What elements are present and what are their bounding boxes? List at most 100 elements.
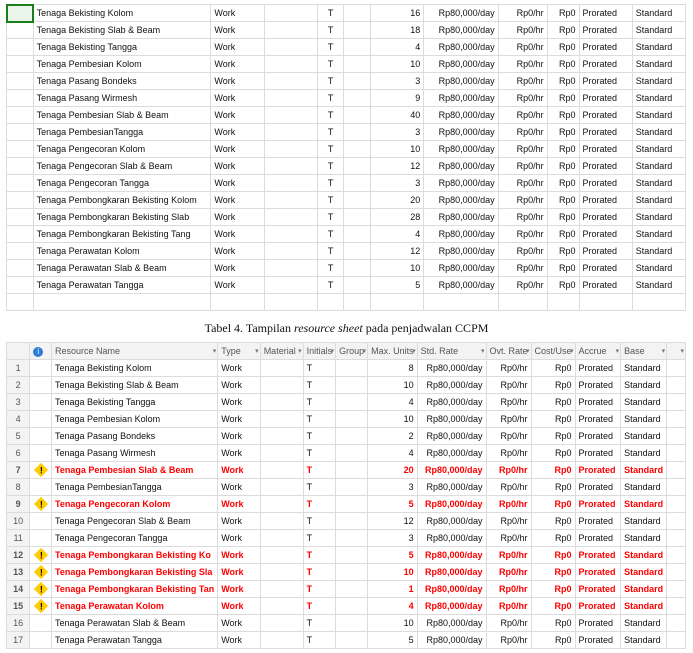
accrue-cell[interactable]: Prorated	[579, 226, 632, 243]
empty-cell[interactable]	[579, 294, 632, 311]
group-cell[interactable]	[336, 428, 368, 445]
initials-cell[interactable]: T	[317, 243, 344, 260]
table-row[interactable]: 11Tenaga Pengecoran TanggaWorkT3Rp80,000…	[7, 530, 686, 547]
initials-cell[interactable]: T	[317, 73, 344, 90]
group-cell[interactable]	[344, 277, 371, 294]
cost-use-cell[interactable]: Rp0	[547, 260, 579, 277]
accrue-cell[interactable]: Prorated	[579, 141, 632, 158]
type-cell[interactable]: Work	[218, 462, 260, 479]
col-header[interactable]: Ovt. Rate▾	[486, 343, 531, 360]
std-rate-cell[interactable]: Rp80,000/day	[424, 243, 498, 260]
row-number[interactable]: 5	[7, 428, 30, 445]
type-cell[interactable]: Work	[211, 5, 264, 22]
group-cell[interactable]	[344, 90, 371, 107]
empty-cell[interactable]	[344, 294, 371, 311]
group-cell[interactable]	[344, 56, 371, 73]
initials-cell[interactable]: T	[303, 496, 336, 513]
std-rate-cell[interactable]: Rp80,000/day	[424, 90, 498, 107]
type-cell[interactable]: Work	[218, 394, 260, 411]
max-units-cell[interactable]: 3	[368, 530, 418, 547]
resource-name-cell[interactable]: Tenaga PembesianTangga	[52, 479, 218, 496]
type-cell[interactable]: Work	[211, 192, 264, 209]
material-cell[interactable]	[264, 39, 317, 56]
dropdown-icon[interactable]: ▾	[662, 345, 666, 359]
accrue-cell[interactable]: Prorated	[579, 39, 632, 56]
table-row[interactable]: 7!Tenaga Pembesian Slab & BeamWorkT20Rp8…	[7, 462, 686, 479]
accrue-cell[interactable]: Prorated	[575, 445, 621, 462]
initials-cell[interactable]: T	[303, 479, 336, 496]
base-cell[interactable]: Standard	[621, 632, 667, 649]
ovt-rate-cell[interactable]: Rp0/hr	[498, 277, 547, 294]
group-cell[interactable]	[344, 107, 371, 124]
table-row[interactable]: Tenaga Bekisting Slab & BeamWorkT18Rp80,…	[7, 22, 686, 39]
dropdown-icon[interactable]: ▾	[412, 345, 416, 359]
indicator-cell[interactable]	[30, 411, 52, 428]
std-rate-cell[interactable]: Rp80,000/day	[417, 479, 486, 496]
std-rate-cell[interactable]: Rp80,000/day	[424, 277, 498, 294]
indicator-cell[interactable]: !	[30, 462, 52, 479]
indicator-cell[interactable]: !	[30, 564, 52, 581]
std-rate-cell[interactable]: Rp80,000/day	[417, 428, 486, 445]
indicator-cell[interactable]: !	[30, 547, 52, 564]
initials-cell[interactable]: T	[303, 428, 336, 445]
material-cell[interactable]	[260, 547, 303, 564]
ovt-rate-cell[interactable]: Rp0/hr	[486, 530, 531, 547]
material-cell[interactable]	[260, 496, 303, 513]
dropdown-icon[interactable]: ▾	[255, 345, 259, 359]
group-cell[interactable]	[336, 547, 368, 564]
row-number[interactable]: 17	[7, 632, 30, 649]
std-rate-cell[interactable]: Rp80,000/day	[424, 73, 498, 90]
resource-name-cell[interactable]: Tenaga Perawatan Slab & Beam	[52, 615, 218, 632]
cost-use-cell[interactable]: Rp0	[531, 377, 575, 394]
table-row[interactable]: Tenaga Perawatan TanggaWorkT5Rp80,000/da…	[7, 277, 686, 294]
dropdown-icon[interactable]: ▾	[363, 345, 367, 359]
extra-cell[interactable]	[667, 462, 686, 479]
initials-cell[interactable]: T	[303, 530, 336, 547]
extra-cell[interactable]	[667, 615, 686, 632]
std-rate-cell[interactable]: Rp80,000/day	[424, 226, 498, 243]
extra-cell[interactable]	[667, 445, 686, 462]
resource-name-cell[interactable]: Tenaga Pembongkaran Bekisting Ko	[52, 547, 218, 564]
extra-cell[interactable]	[667, 394, 686, 411]
std-rate-cell[interactable]: Rp80,000/day	[417, 377, 486, 394]
material-cell[interactable]	[260, 462, 303, 479]
col-header[interactable]: Std. Rate▾	[417, 343, 486, 360]
table-row[interactable]: Tenaga Pembesian KolomWorkT10Rp80,000/da…	[7, 56, 686, 73]
table-row[interactable]: Tenaga Pembesian Slab & BeamWorkT40Rp80,…	[7, 107, 686, 124]
base-cell[interactable]: Standard	[621, 530, 667, 547]
accrue-cell[interactable]: Prorated	[579, 260, 632, 277]
table-row[interactable]: Tenaga PembesianTanggaWorkT3Rp80,000/day…	[7, 124, 686, 141]
table-row[interactable]: 14!Tenaga Pembongkaran Bekisting TanWork…	[7, 581, 686, 598]
max-units-cell[interactable]: 4	[368, 598, 418, 615]
type-cell[interactable]: Work	[218, 377, 260, 394]
indicator-cell[interactable]	[30, 360, 52, 377]
accrue-cell[interactable]: Prorated	[575, 360, 621, 377]
group-cell[interactable]	[344, 192, 371, 209]
base-cell[interactable]: Standard	[621, 428, 667, 445]
extra-cell[interactable]	[667, 377, 686, 394]
accrue-cell[interactable]: Prorated	[579, 56, 632, 73]
table-row[interactable]: Tenaga Perawatan Slab & BeamWorkT10Rp80,…	[7, 260, 686, 277]
cost-use-cell[interactable]: Rp0	[531, 530, 575, 547]
ovt-rate-cell[interactable]: Rp0/hr	[498, 107, 547, 124]
col-header[interactable]: Cost/Use▾	[531, 343, 575, 360]
material-cell[interactable]	[264, 158, 317, 175]
type-cell[interactable]: Work	[211, 39, 264, 56]
resource-name-cell[interactable]: Tenaga Pembongkaran Bekisting Tan	[52, 581, 218, 598]
ovt-rate-cell[interactable]: Rp0/hr	[498, 141, 547, 158]
accrue-cell[interactable]: Prorated	[575, 411, 621, 428]
group-cell[interactable]	[336, 445, 368, 462]
extra-cell[interactable]	[667, 411, 686, 428]
cost-use-cell[interactable]: Rp0	[531, 411, 575, 428]
group-cell[interactable]	[344, 141, 371, 158]
type-cell[interactable]: Work	[218, 581, 260, 598]
max-units-cell[interactable]: 12	[371, 243, 424, 260]
initials-cell[interactable]: T	[317, 192, 344, 209]
material-cell[interactable]	[264, 175, 317, 192]
col-header[interactable]: Type▾	[218, 343, 260, 360]
cost-use-cell[interactable]: Rp0	[531, 496, 575, 513]
std-rate-cell[interactable]: Rp80,000/day	[417, 445, 486, 462]
base-cell[interactable]: Standard	[632, 209, 685, 226]
row-header-cell[interactable]	[7, 141, 34, 158]
cost-use-cell[interactable]: Rp0	[531, 632, 575, 649]
